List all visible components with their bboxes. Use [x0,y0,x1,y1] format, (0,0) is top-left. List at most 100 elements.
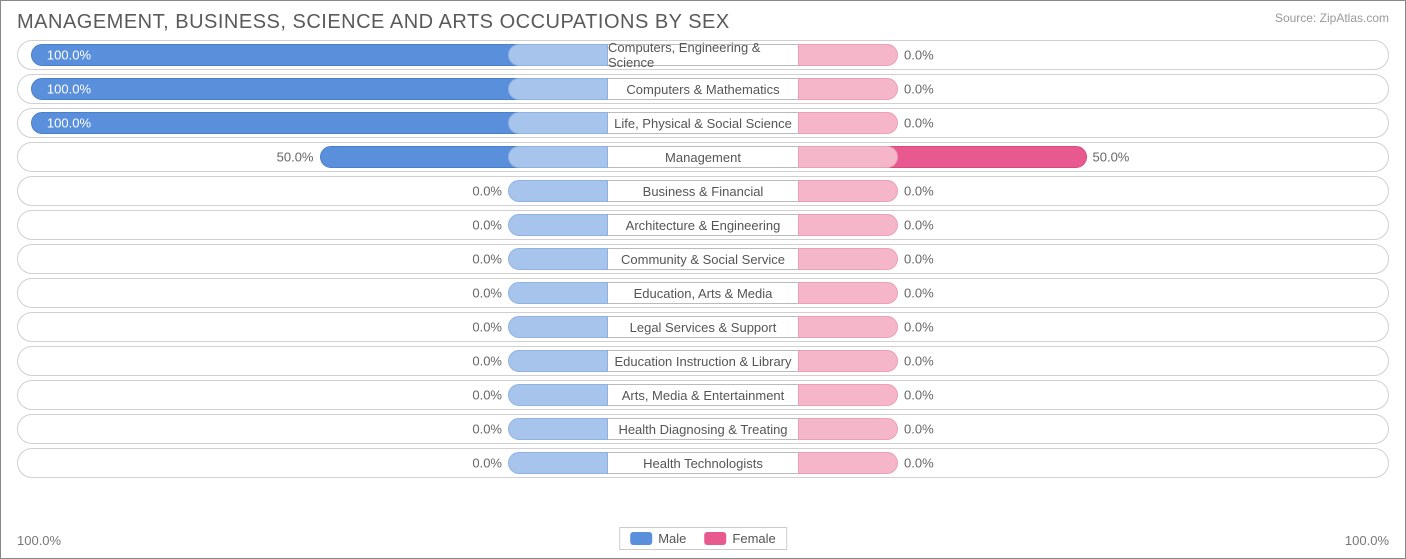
female-cap [798,418,898,440]
male-cap [508,248,608,270]
male-cap [508,418,608,440]
center-zone: Life, Physical & Social Science [508,112,898,134]
male-value: 0.0% [472,388,502,403]
male-value: 50.0% [277,150,314,165]
chart-row: Arts, Media & Entertainment0.0%0.0% [17,380,1389,410]
male-cap [508,146,608,168]
row-label: Life, Physical & Social Science [608,112,798,134]
male-value: 0.0% [472,218,502,233]
legend: Male Female [619,527,787,550]
center-zone: Community & Social Service [508,248,898,270]
row-label: Legal Services & Support [608,316,798,338]
center-zone: Business & Financial [508,180,898,202]
male-cap [508,350,608,372]
row-label: Community & Social Service [608,248,798,270]
male-cap [508,452,608,474]
male-cap [508,316,608,338]
female-cap [798,112,898,134]
male-cap [508,282,608,304]
center-zone: Education Instruction & Library [508,350,898,372]
center-zone: Education, Arts & Media [508,282,898,304]
female-cap [798,350,898,372]
male-value: 0.0% [472,184,502,199]
female-value: 50.0% [1093,150,1130,165]
row-label: Health Diagnosing & Treating [608,418,798,440]
chart-row: Health Diagnosing & Treating 0.0% 0.0% [17,414,1389,444]
row-label: Education Instruction & Library [608,350,798,372]
male-cap [508,180,608,202]
male-cap [508,44,608,66]
center-zone: Management [508,146,898,168]
female-cap [798,282,898,304]
female-value: 0.0% [904,456,934,471]
legend-female: Female [704,531,775,546]
row-label: Architecture & Engineering [608,214,798,236]
legend-male-swatch [630,532,652,545]
male-value: 0.0% [472,252,502,267]
male-value: 0.0% [472,354,502,369]
chart-row: Business & Financial 0.0% 0.0% [17,176,1389,206]
center-zone: Computers & Mathematics [508,78,898,100]
female-cap [798,452,898,474]
chart-row: Management 50.0% 50.0% [17,142,1389,172]
center-zone: Legal Services & Support [508,316,898,338]
row-label: Education, Arts & Media [608,282,798,304]
male-value: 0.0% [472,456,502,471]
row-label: Business & Financial [608,180,798,202]
female-value: 0.0% [904,82,934,97]
chart-row: Life, Physical & Social Science 100.0% 0.0… [17,108,1389,138]
chart-row: Community & Social Service 0.0% 0.0% [17,244,1389,274]
center-zone: Architecture & Engineering [508,214,898,236]
chart-title: MANAGEMENT, BUSINESS, SCIENCE AND ARTS O… [17,11,1389,34]
male-value: 0.0% [472,422,502,437]
female-cap [798,214,898,236]
axis-left-label: 100.0% [17,533,61,548]
chart-row: Computers, Engineering & Science 100.0% 0.… [17,40,1389,70]
female-cap [798,44,898,66]
chart-row: Architecture & Engineering 0.0% 0.0% [17,210,1389,240]
female-value: 0.0% [904,422,934,437]
chart-row: Legal Services & Support 0.0% 0.0% [17,312,1389,342]
chart-row: Computers & Mathematics100.0%0.0% [17,74,1389,104]
legend-male-label: Male [658,531,686,546]
chart-container: MANAGEMENT, BUSINESS, SCIENCE AND ARTS O… [0,0,1406,559]
center-zone: Computers, Engineering & Science [508,44,898,66]
source-label: Source: ZipAtlas.com [1275,11,1389,25]
female-cap [798,384,898,406]
male-cap [508,214,608,236]
female-value: 0.0% [904,252,934,267]
row-label: Computers, Engineering & Science [608,44,798,66]
female-cap [798,78,898,100]
row-label: Health Technologists [608,452,798,474]
female-value: 0.0% [904,184,934,199]
male-value: 100.0% [47,48,91,63]
female-value: 0.0% [904,286,934,301]
axis-right-label: 100.0% [1345,533,1389,548]
chart-row: Education Instruction & Library 0.0% 0.0% [17,346,1389,376]
legend-female-label: Female [732,531,775,546]
male-cap [508,384,608,406]
center-zone: Health Technologists [508,452,898,474]
legend-male: Male [630,531,686,546]
row-label: Computers & Mathematics [608,78,798,100]
female-cap [798,180,898,202]
female-cap [798,146,898,168]
center-zone: Arts, Media & Entertainment [508,384,898,406]
chart-row: Health Technologists 0.0% 0.0% [17,448,1389,478]
female-cap [798,248,898,270]
male-cap [508,112,608,134]
female-value: 0.0% [904,48,934,63]
female-value: 0.0% [904,218,934,233]
male-value: 0.0% [472,286,502,301]
female-value: 0.0% [904,354,934,369]
female-value: 0.0% [904,116,934,131]
male-value: 100.0% [47,116,91,131]
legend-female-swatch [704,532,726,545]
female-value: 0.0% [904,320,934,335]
male-cap [508,78,608,100]
male-value: 0.0% [472,320,502,335]
female-cap [798,316,898,338]
chart-rows: Computers, Engineering & Science 100.0% 0.… [17,40,1389,478]
center-zone: Health Diagnosing & Treating [508,418,898,440]
chart-row: Education, Arts & Media 0.0% 0.0% [17,278,1389,308]
